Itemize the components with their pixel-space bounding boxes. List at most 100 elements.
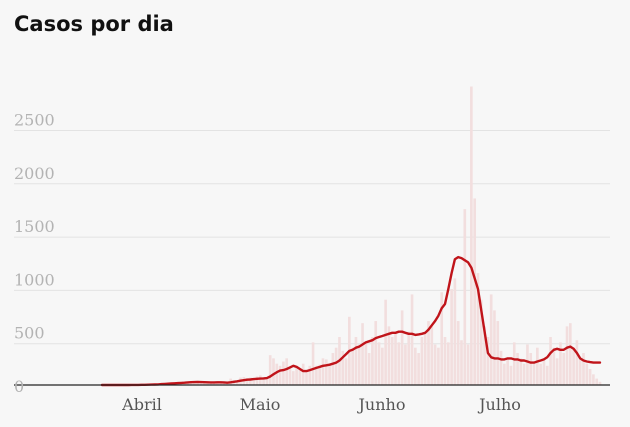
daily-case-bar bbox=[351, 347, 354, 385]
daily-case-bar bbox=[407, 331, 411, 385]
daily-case-bar bbox=[559, 342, 562, 385]
daily-case-bar bbox=[585, 363, 589, 385]
daily-case-bar bbox=[245, 378, 249, 385]
daily-case-bar bbox=[324, 359, 328, 385]
daily-case-bar bbox=[295, 365, 298, 385]
daily-case-bar bbox=[536, 347, 539, 385]
daily-case-bar bbox=[529, 353, 533, 385]
daily-case-bar bbox=[371, 337, 374, 385]
daily-case-bar bbox=[344, 358, 348, 385]
daily-case-bar bbox=[285, 358, 289, 385]
daily-case-bar bbox=[545, 365, 549, 385]
chart-title: Casos por dia bbox=[14, 12, 174, 36]
month-label: Junho bbox=[357, 395, 406, 414]
daily-case-bar bbox=[479, 299, 483, 385]
y-tick-label: 2500 bbox=[14, 111, 55, 130]
daily-case-bar bbox=[532, 361, 536, 385]
daily-bars bbox=[123, 86, 602, 386]
daily-case-bar bbox=[328, 363, 331, 385]
daily-case-bar bbox=[460, 340, 463, 385]
daily-case-bar bbox=[390, 337, 394, 385]
month-label: Maio bbox=[240, 395, 281, 414]
daily-case-bar bbox=[381, 347, 384, 385]
daily-case-bar bbox=[446, 342, 450, 385]
gridlines bbox=[14, 130, 610, 345]
y-tick-label: 500 bbox=[14, 324, 45, 343]
y-tick-label: 1000 bbox=[14, 270, 55, 289]
daily-case-bar bbox=[282, 361, 285, 385]
daily-case-bar bbox=[397, 342, 401, 385]
month-label: Abril bbox=[121, 395, 162, 414]
daily-case-bar bbox=[423, 331, 427, 385]
daily-case-bar bbox=[357, 344, 361, 385]
daily-case-bar bbox=[578, 358, 582, 385]
daily-case-bar bbox=[252, 379, 256, 385]
daily-case-bar bbox=[466, 344, 470, 385]
daily-case-bar bbox=[463, 209, 467, 385]
daily-case-bar bbox=[552, 347, 556, 385]
daily-case-bar bbox=[367, 353, 371, 385]
daily-case-bar bbox=[582, 353, 585, 385]
daily-case-bar bbox=[427, 321, 430, 385]
daily-case-bar bbox=[235, 381, 239, 385]
daily-case-bar bbox=[331, 353, 335, 385]
daily-case-bar bbox=[509, 365, 513, 385]
daily-case-bar bbox=[341, 350, 345, 385]
daily-case-bar bbox=[476, 273, 480, 385]
daily-case-bar bbox=[420, 337, 424, 385]
moving-average-line bbox=[100, 255, 602, 387]
moving-average bbox=[100, 255, 602, 387]
daily-case-bar bbox=[443, 337, 447, 385]
y-tick-label: 1500 bbox=[14, 217, 55, 236]
daily-case-bar bbox=[212, 382, 216, 385]
daily-case-bar bbox=[272, 358, 275, 385]
daily-case-bar bbox=[301, 363, 305, 385]
daily-case-bar bbox=[318, 364, 321, 385]
daily-case-bar bbox=[321, 358, 325, 385]
daily-case-bar bbox=[440, 292, 444, 385]
daily-case-bar bbox=[387, 326, 391, 385]
daily-case-bar bbox=[598, 381, 602, 385]
daily-case-bar bbox=[433, 344, 437, 385]
daily-case-bar bbox=[311, 342, 315, 385]
daily-case-bar bbox=[519, 358, 523, 385]
daily-case-bar bbox=[539, 363, 542, 385]
daily-case-bar bbox=[384, 299, 387, 385]
daily-case-bar bbox=[308, 365, 312, 385]
daily-case-bar bbox=[206, 382, 209, 385]
daily-case-bar bbox=[199, 381, 203, 385]
daily-case-bar bbox=[503, 363, 506, 385]
daily-case-bar bbox=[410, 294, 414, 385]
daily-case-bar bbox=[456, 321, 460, 385]
daily-case-bar bbox=[334, 347, 338, 385]
daily-case-bar bbox=[592, 374, 595, 385]
daily-case-bar bbox=[562, 353, 566, 385]
daily-case-bar bbox=[413, 347, 417, 385]
month-labels: Abril Maio Junho Julho bbox=[121, 395, 521, 414]
daily-case-bar bbox=[512, 342, 516, 385]
daily-case-bar bbox=[516, 353, 519, 385]
daily-case-bar bbox=[262, 377, 265, 385]
daily-case-bar bbox=[288, 366, 292, 385]
daily-case-bar bbox=[549, 337, 552, 385]
daily-case-bar bbox=[209, 383, 213, 385]
daily-case-bar bbox=[361, 323, 364, 385]
y-tick-label: 0 bbox=[14, 377, 24, 396]
daily-case-bar bbox=[374, 321, 378, 385]
daily-case-bar bbox=[526, 344, 529, 385]
daily-case-bar bbox=[595, 378, 599, 385]
daily-case-bar bbox=[354, 337, 358, 385]
daily-case-bar bbox=[483, 326, 486, 385]
daily-case-bar bbox=[542, 358, 546, 385]
daily-case-bar bbox=[275, 363, 279, 385]
daily-case-bar bbox=[565, 326, 569, 385]
daily-case-bar bbox=[473, 198, 476, 385]
daily-case-bar bbox=[222, 383, 226, 385]
daily-case-bar bbox=[219, 382, 223, 385]
daily-case-bar bbox=[417, 353, 420, 385]
daily-case-bar bbox=[522, 363, 526, 385]
daily-case-bar bbox=[430, 326, 434, 385]
daily-case-bar bbox=[291, 371, 295, 385]
daily-case-bar bbox=[278, 365, 282, 385]
